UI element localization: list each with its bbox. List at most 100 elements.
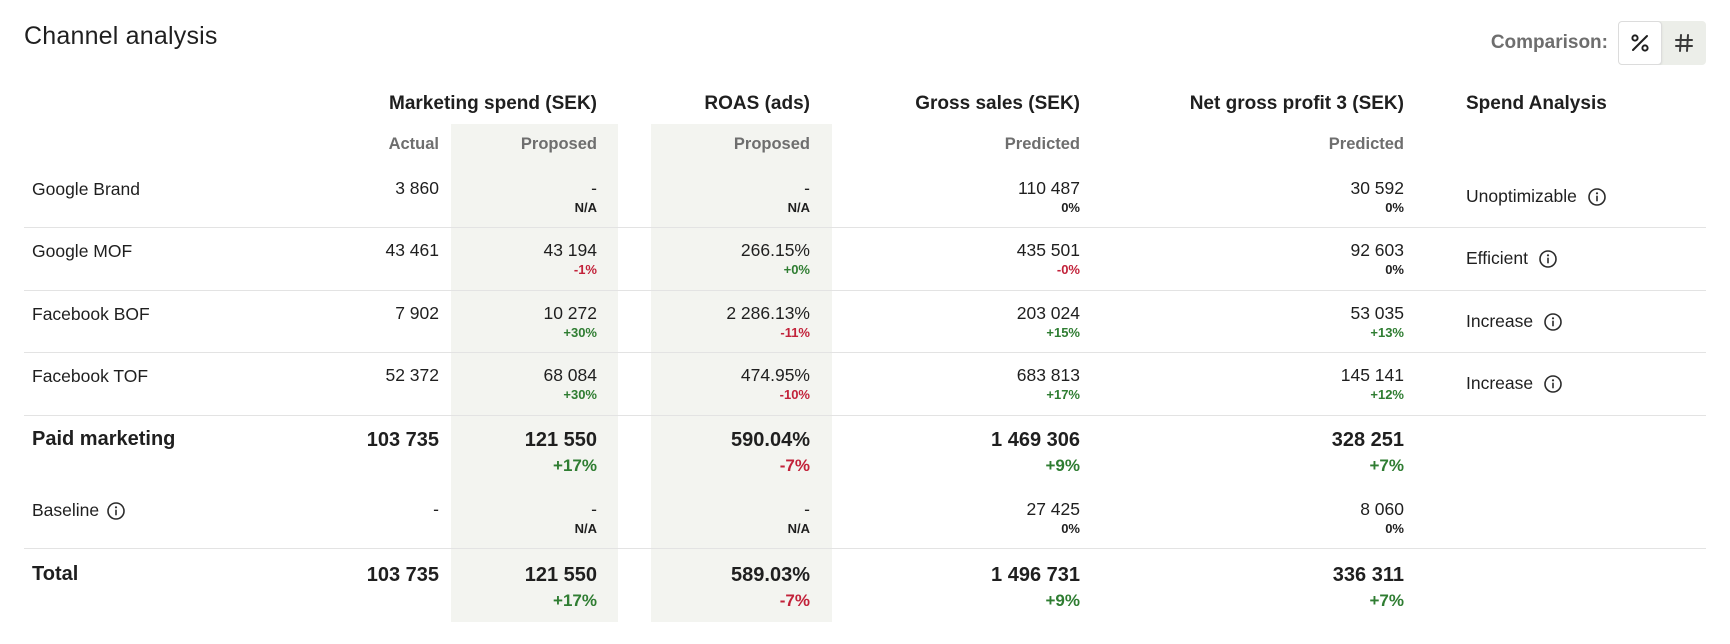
proposed-roas-column-bg: [651, 124, 832, 622]
value: 589.03%: [731, 564, 810, 586]
value: 1 469 306: [991, 429, 1080, 451]
value: 53 035: [1350, 303, 1404, 323]
value: -: [804, 178, 810, 198]
value: 266.15%: [740, 240, 810, 260]
value: 103 735: [366, 429, 439, 451]
table-row[interactable]: Google MOF 43 461 43 194 -1% 266.15% +0% 4…: [24, 228, 1706, 291]
info-icon[interactable]: [1543, 312, 1563, 332]
baseline-row: Baseline - - N/A - N/A 27 425 0% 8 060 0%: [24, 482, 1706, 549]
spend-actual-cell: 103 735: [367, 428, 439, 452]
table-row[interactable]: Facebook TOF 52 372 68 084 +30% 474.95% -1…: [24, 353, 1706, 416]
comparison-toggle: Comparison:: [1491, 21, 1706, 65]
value: 43 194: [543, 240, 597, 260]
subheader-proposed-spend: Proposed: [520, 135, 597, 153]
spend-analysis-cell: Increase: [1466, 311, 1563, 332]
header-spend-analysis: Spend Analysis: [1466, 93, 1607, 114]
info-icon[interactable]: [1587, 187, 1607, 207]
roas-cell: - N/A: [788, 178, 810, 216]
subheader-predicted-gross: Predicted: [1004, 135, 1080, 153]
percent-icon: [1631, 34, 1649, 52]
table-row[interactable]: Google Brand 3 860 - N/A - N/A 110 487 0% 3…: [24, 166, 1706, 228]
delta: 0%: [1061, 521, 1080, 536]
spend-actual-cell: -: [433, 499, 439, 519]
subheader-predicted-net: Predicted: [1328, 135, 1404, 153]
info-icon[interactable]: [106, 501, 126, 521]
subheader-proposed-roas: Proposed: [733, 135, 810, 153]
roas-cell: 2 286.13% -11%: [726, 303, 810, 341]
value: 590.04%: [731, 429, 810, 451]
spend-proposed-cell: 10 272 +30%: [543, 303, 597, 341]
delta: +17%: [553, 456, 597, 475]
spend-proposed-cell: 68 084 +30%: [543, 365, 597, 403]
delta: 0%: [1061, 200, 1080, 215]
value: 68 084: [543, 365, 597, 385]
value: 121 550: [524, 429, 597, 451]
header-roas: ROAS (ads): [704, 93, 810, 114]
gross-sales-cell: 683 813 +17%: [1017, 365, 1080, 403]
spend-analysis-cell: Unoptimizable: [1466, 186, 1607, 207]
delta: +12%: [1370, 387, 1404, 402]
table-row[interactable]: Facebook BOF 7 902 10 272 +30% 2 286.13% -…: [24, 291, 1706, 353]
roas-cell: 474.95% -10%: [741, 365, 810, 403]
gross-sales-cell: 1 496 731 +9%: [991, 563, 1080, 611]
value: -: [804, 499, 810, 519]
spend-proposed-cell: 121 550 +17%: [525, 563, 597, 611]
delta: 0%: [1385, 521, 1404, 536]
value: 110 487: [1018, 178, 1080, 198]
value: 1 496 731: [991, 564, 1080, 586]
roas-cell: - N/A: [788, 499, 810, 537]
value: 30 592: [1350, 178, 1404, 198]
net-profit-cell: 328 251 +7%: [1332, 428, 1404, 476]
roas-cell: 590.04% -7%: [731, 428, 810, 476]
net-profit-cell: 53 035 +13%: [1350, 303, 1404, 341]
page-title: Channel analysis: [24, 22, 218, 50]
delta: -0%: [1056, 262, 1080, 277]
value: 103 735: [366, 564, 439, 586]
comparison-segmented-control: [1618, 21, 1706, 65]
delta: +15%: [1046, 325, 1080, 340]
delta: 0%: [1385, 262, 1404, 277]
value: 203 024: [1016, 303, 1080, 323]
delta: +9%: [1045, 591, 1081, 610]
gross-sales-cell: 203 024 +15%: [1017, 303, 1080, 341]
spend-analysis-label: Efficient: [1466, 248, 1528, 268]
channel-name: Google MOF: [32, 241, 133, 261]
spend-proposed-cell: - N/A: [575, 499, 597, 537]
channel-name: Facebook BOF: [32, 304, 150, 324]
spend-actual-cell: 103 735: [367, 563, 439, 587]
value: 145 141: [1340, 365, 1404, 385]
spend-proposed-cell: - N/A: [575, 178, 597, 216]
value: 2 286.13%: [726, 303, 810, 323]
delta: +0%: [783, 262, 810, 277]
value: -: [433, 499, 439, 519]
roas-cell: 589.03% -7%: [731, 563, 810, 611]
delta: +17%: [553, 591, 597, 610]
baseline-label-group: Baseline: [32, 500, 126, 521]
delta: N/A: [787, 200, 810, 215]
info-icon[interactable]: [1543, 374, 1563, 394]
value: 683 813: [1016, 365, 1080, 385]
delta: +7%: [1369, 456, 1405, 475]
comparison-percent-button[interactable]: [1618, 21, 1662, 65]
delta: -1%: [573, 262, 597, 277]
roas-cell: 266.15% +0%: [741, 240, 810, 278]
delta: +7%: [1369, 591, 1405, 610]
info-icon[interactable]: [1538, 249, 1558, 269]
spend-actual-cell: 7 902: [395, 303, 439, 323]
delta: +13%: [1370, 325, 1404, 340]
spend-analysis-label: Increase: [1466, 373, 1534, 393]
value: 43 461: [385, 240, 439, 260]
gross-sales-cell: 1 469 306 +9%: [991, 428, 1080, 476]
comparison-absolute-button[interactable]: [1662, 21, 1706, 65]
value: 121 550: [524, 564, 597, 586]
spend-analysis-label: Increase: [1466, 311, 1534, 331]
spend-actual-cell: 3 860: [395, 178, 439, 198]
delta: +9%: [1045, 456, 1081, 475]
spend-actual-cell: 52 372: [385, 365, 439, 385]
value: 10 272: [543, 303, 597, 323]
value: 8 060: [1360, 499, 1404, 519]
delta: N/A: [574, 200, 597, 215]
spend-actual-cell: 43 461: [385, 240, 439, 260]
row-label: Baseline: [32, 500, 100, 520]
value: 92 603: [1350, 240, 1404, 260]
